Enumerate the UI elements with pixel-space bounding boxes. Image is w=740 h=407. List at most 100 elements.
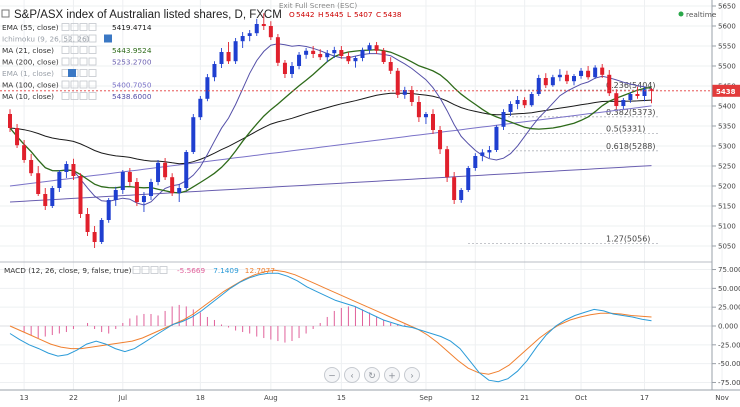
candle-body[interactable] [106, 200, 111, 220]
candle-body[interactable] [247, 33, 252, 36]
zoom-in-button[interactable] [384, 367, 400, 383]
candle-body[interactable] [254, 24, 259, 34]
exit-fullscreen-button[interactable]: Exit Full Screen (ESC) [279, 1, 358, 10]
candle-body[interactable] [240, 36, 245, 42]
candle-body[interactable] [275, 37, 280, 63]
candle-body[interactable] [113, 190, 118, 200]
candle-body[interactable] [515, 100, 520, 104]
candle-body[interactable] [36, 173, 41, 194]
legend-control-icon[interactable] [79, 46, 88, 54]
candle-body[interactable] [543, 78, 548, 86]
candle-body[interactable] [621, 100, 626, 106]
candle-body[interactable] [156, 162, 161, 182]
collapse-icon[interactable] [1, 9, 10, 18]
candle-body[interactable] [628, 94, 633, 100]
candle-body[interactable] [163, 162, 168, 178]
candle-body[interactable] [346, 56, 351, 62]
candle-body[interactable] [381, 50, 386, 62]
candle-body[interactable] [29, 160, 34, 174]
candle-body[interactable] [600, 67, 605, 75]
legend-control-icon[interactable] [70, 34, 79, 43]
legend-control-icon[interactable] [70, 46, 79, 54]
candle-body[interactable] [120, 172, 125, 190]
legend-control-icon[interactable] [61, 34, 70, 43]
candle-body[interactable] [226, 52, 231, 62]
candle-body[interactable] [466, 168, 471, 190]
candle-body[interactable] [409, 90, 414, 102]
candle-body[interactable] [78, 176, 83, 214]
candle-body[interactable] [423, 114, 428, 118]
candle-body[interactable] [550, 77, 555, 86]
legend-control-icon[interactable] [61, 46, 70, 54]
candle-body[interactable] [282, 62, 287, 74]
candle-body[interactable] [57, 172, 62, 188]
scroll-left-button[interactable] [344, 367, 360, 383]
legend-control-icon[interactable] [88, 69, 97, 77]
candle-body[interactable] [184, 152, 189, 188]
legend-control-icon[interactable] [88, 57, 97, 66]
candle-body[interactable] [127, 172, 132, 182]
candle-body[interactable] [353, 58, 358, 62]
candle-body[interactable] [149, 182, 153, 196]
candle-body[interactable] [85, 214, 90, 232]
candle-body[interactable] [494, 126, 499, 150]
candle-body[interactable] [170, 177, 175, 194]
legend-control-icon[interactable] [79, 69, 88, 77]
candle-body[interactable] [607, 74, 612, 94]
legend-control-icon[interactable] [88, 34, 97, 43]
macd-control-icon[interactable] [150, 266, 159, 274]
legend-control-icon[interactable] [70, 80, 79, 89]
candle-body[interactable] [438, 130, 443, 150]
candle-body[interactable] [649, 89, 654, 91]
scroll-right-button[interactable] [404, 367, 420, 383]
candle-body[interactable] [635, 94, 640, 96]
legend-control-icon[interactable] [88, 80, 97, 89]
macd-control-icon[interactable] [141, 266, 150, 274]
legend-control-icon[interactable] [79, 34, 88, 43]
legend-control-icon[interactable] [88, 23, 97, 31]
candle-body[interactable] [586, 70, 591, 78]
settings-icon[interactable] [104, 34, 112, 43]
candle-body[interactable] [43, 194, 48, 206]
candle-body[interactable] [579, 70, 584, 76]
settings-icon[interactable] [68, 69, 76, 77]
candle-body[interactable] [536, 78, 541, 94]
candle-body[interactable] [431, 114, 435, 130]
candle-body[interactable] [332, 50, 337, 54]
macd-control-icon[interactable] [159, 266, 168, 274]
legend-control-icon[interactable] [79, 80, 88, 89]
legend-control-icon[interactable] [79, 23, 88, 31]
candle-body[interactable] [134, 182, 139, 202]
candle-body[interactable] [416, 102, 421, 118]
candle-body[interactable] [64, 164, 69, 172]
candle-body[interactable] [261, 24, 266, 26]
legend-control-icon[interactable] [70, 23, 79, 31]
candle-body[interactable] [529, 94, 534, 106]
candle-body[interactable] [50, 188, 55, 206]
macd-control-icon[interactable] [132, 266, 141, 274]
candle-body[interactable] [71, 164, 76, 176]
legend-control-icon[interactable] [70, 92, 79, 100]
legend-control-icon[interactable] [61, 57, 70, 66]
candle-body[interactable] [445, 149, 450, 178]
candle-body[interactable] [92, 232, 97, 242]
candle-body[interactable] [290, 66, 294, 74]
candle-body[interactable] [268, 26, 273, 38]
candle-body[interactable] [198, 98, 203, 118]
candle-body[interactable] [459, 190, 464, 200]
legend-control-icon[interactable] [79, 57, 88, 66]
candle-body[interactable] [614, 93, 619, 106]
candle-body[interactable] [8, 114, 12, 128]
candle-body[interactable] [402, 90, 407, 95]
candle-body[interactable] [395, 70, 400, 95]
legend-control-icon[interactable] [61, 23, 70, 31]
candle-body[interactable] [339, 50, 344, 56]
candle-body[interactable] [304, 50, 309, 55]
candle-body[interactable] [452, 177, 457, 200]
candle-body[interactable] [557, 74, 562, 78]
candle-body[interactable] [22, 145, 27, 160]
candle-body[interactable] [487, 150, 492, 153]
candle-body[interactable] [99, 220, 104, 242]
